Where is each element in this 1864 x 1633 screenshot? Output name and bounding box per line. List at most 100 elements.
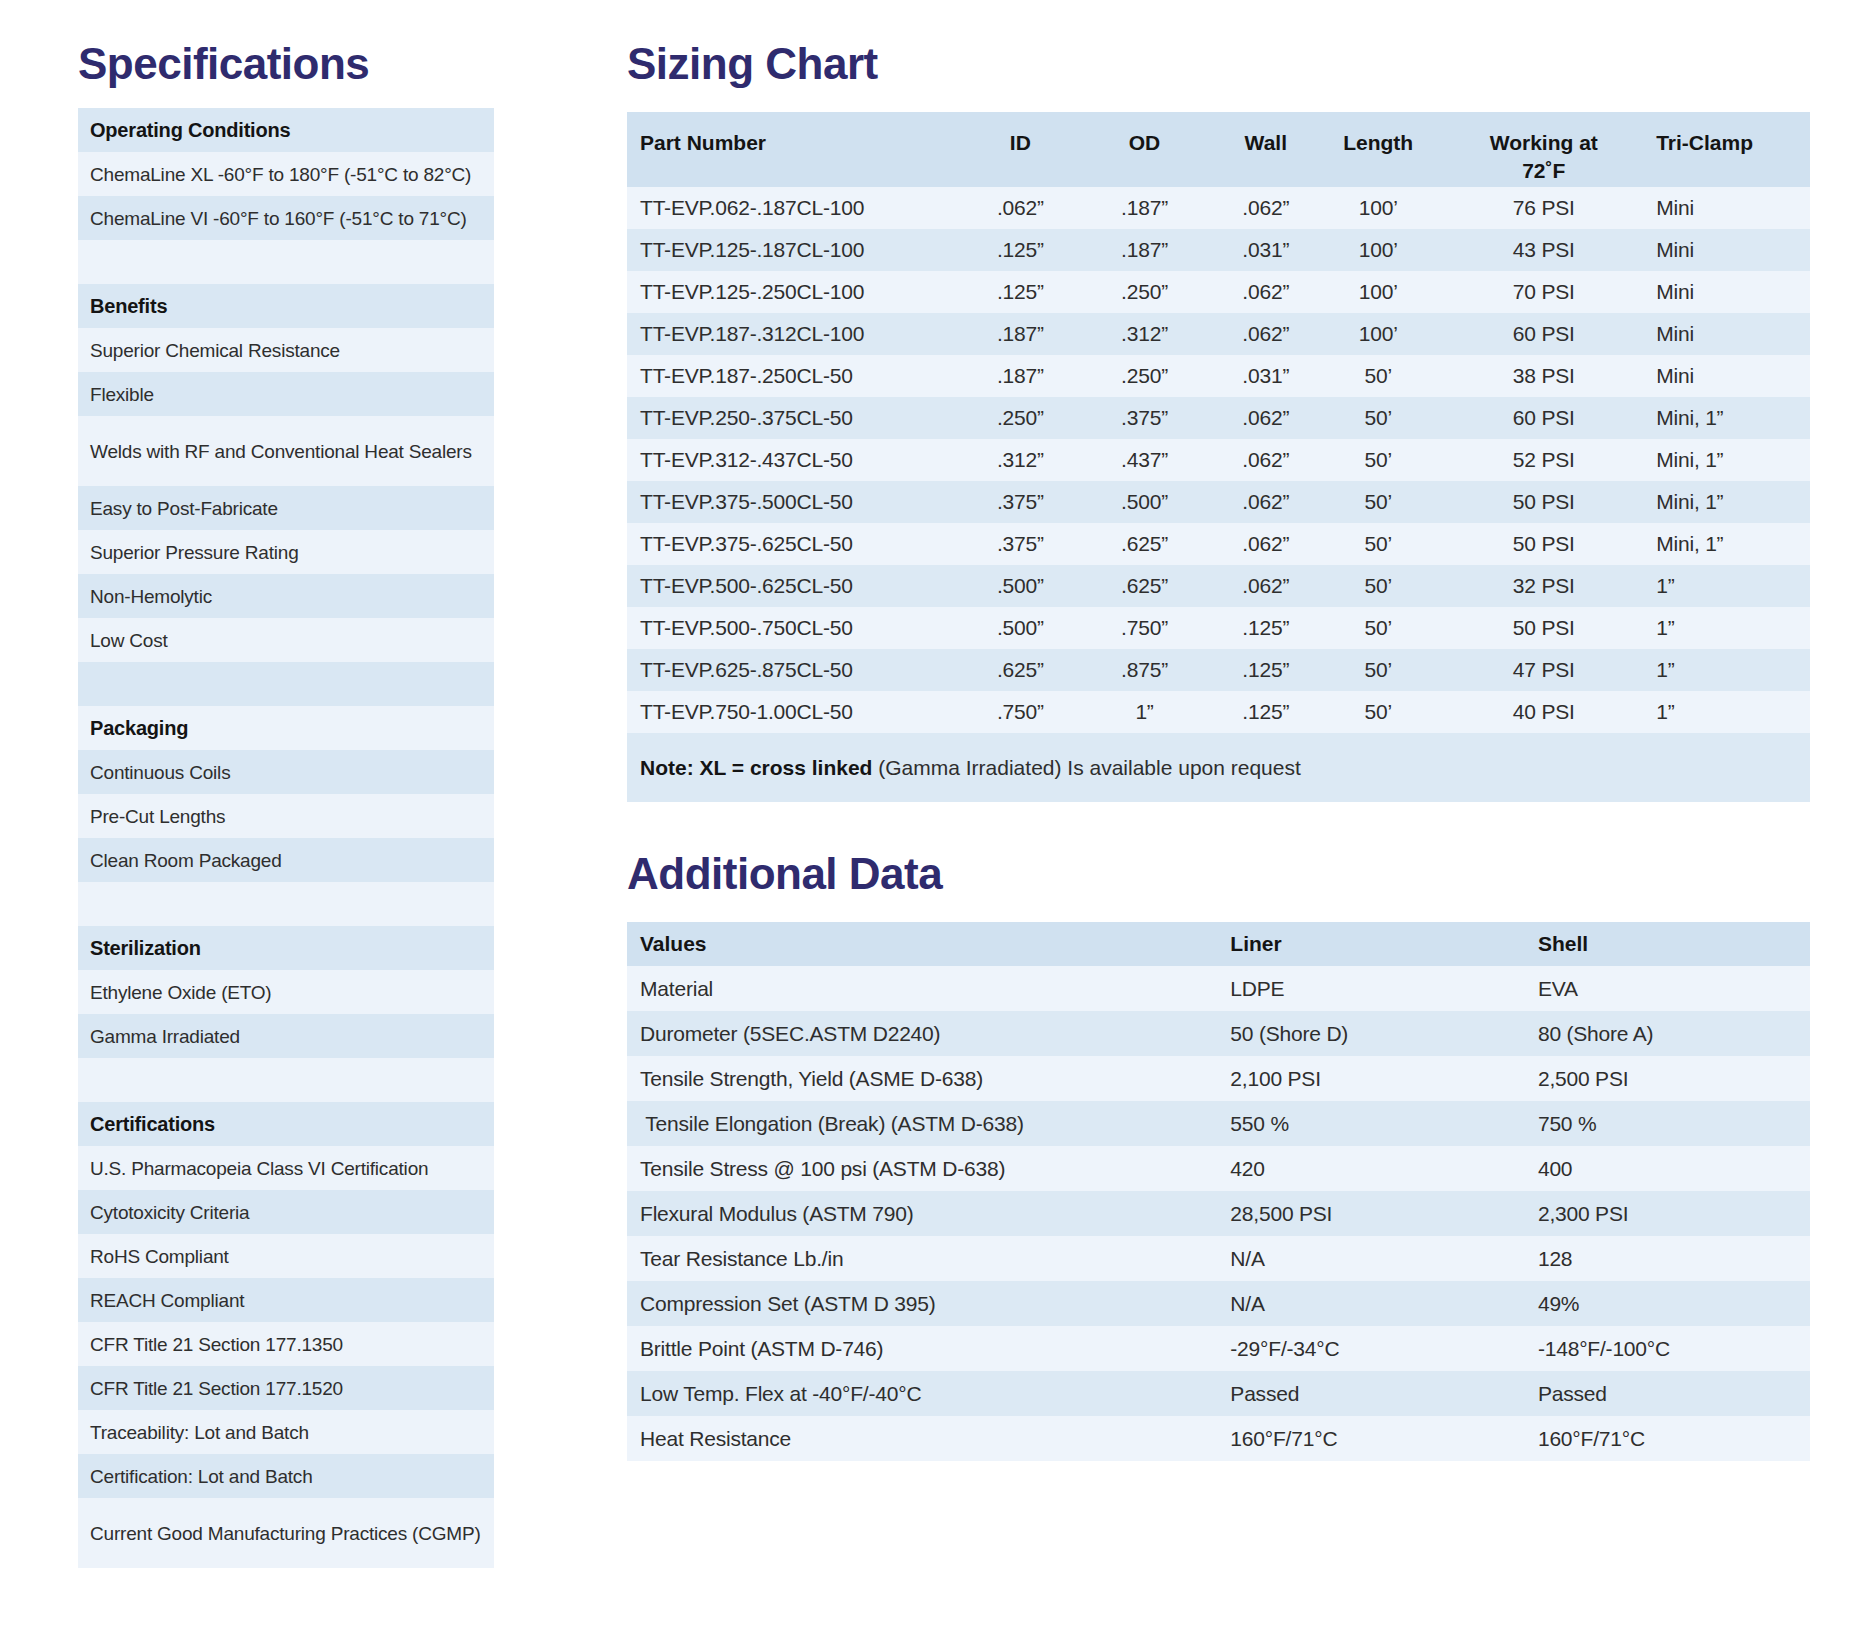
sizing-table-row: TT-EVP.125-.187CL-100.125”.187”.031”100’… <box>627 229 1810 271</box>
additional-cell-shell: 750 % <box>1538 1112 1810 1136</box>
spec-section-header-row: Certifications <box>78 1102 494 1146</box>
additional-cell-values: Tensile Stress @ 100 psi (ASTM D-638) <box>627 1157 1230 1181</box>
additional-cell-shell: 80 (Shore A) <box>1538 1022 1810 1046</box>
additional-data-header-row: Values Liner Shell <box>627 922 1810 966</box>
additional-cell-liner: LDPE <box>1230 977 1538 1001</box>
sizing-cell-tri-clamp: Mini <box>1656 238 1810 262</box>
spec-item-row: Superior Chemical Resistance <box>78 328 494 372</box>
spec-section-header-row: Sterilization <box>78 926 494 970</box>
sizing-cell-id: .375” <box>958 490 1082 514</box>
additional-col-values: Values <box>627 932 1230 956</box>
sizing-table-row: TT-EVP.625-.875CL-50.625”.875”.125”50’47… <box>627 649 1810 691</box>
sizing-cell-od: .312” <box>1082 322 1206 346</box>
sizing-cell-id: .500” <box>958 574 1082 598</box>
sizing-cell-working-at-72f: 60 PSI <box>1431 406 1656 430</box>
spec-item-label: Non-Hemolytic <box>78 584 222 609</box>
spec-item-row: U.S. Pharmacopeia Class VI Certification <box>78 1146 494 1190</box>
additional-table-row: Brittle Point (ASTM D-746)-29°F/-34°C-14… <box>627 1326 1810 1371</box>
sizing-cell-length: 100’ <box>1325 238 1431 262</box>
additional-table-row: Tear Resistance Lb./inN/A128 <box>627 1236 1810 1281</box>
sizing-table-row: TT-EVP.500-.750CL-50.500”.750”.125”50’50… <box>627 607 1810 649</box>
sizing-cell-working-at-72f: 47 PSI <box>1431 658 1656 682</box>
additional-table-body: MaterialLDPEEVADurometer (5SEC.ASTM D224… <box>627 966 1810 1461</box>
sizing-cell-working-at-72f: 70 PSI <box>1431 280 1656 304</box>
sizing-cell-tri-clamp: Mini <box>1656 322 1810 346</box>
spec-section-header-row: Packaging <box>78 706 494 750</box>
additional-cell-shell: -148°F/-100°C <box>1538 1337 1810 1361</box>
spec-item-row: Easy to Post-Fabricate <box>78 486 494 530</box>
additional-cell-values: Brittle Point (ASTM D-746) <box>627 1337 1230 1361</box>
sizing-col-length: Length <box>1325 112 1431 187</box>
sizing-cell-tri-clamp: Mini, 1” <box>1656 490 1810 514</box>
additional-cell-shell: 400 <box>1538 1157 1810 1181</box>
sizing-cell-wall: .062” <box>1207 322 1325 346</box>
sizing-cell-working-at-72f: 50 PSI <box>1431 490 1656 514</box>
sizing-table-row: TT-EVP.312-.437CL-50.312”.437”.062”50’52… <box>627 439 1810 481</box>
additional-table-row: Tensile Elongation (Break) (ASTM D-638)5… <box>627 1101 1810 1146</box>
spec-item-label: Easy to Post-Fabricate <box>78 496 288 521</box>
sizing-cell-working-at-72f: 50 PSI <box>1431 532 1656 556</box>
spec-section-header-row: Operating Conditions <box>78 108 494 152</box>
spec-item-label: Ethylene Oxide (ETO) <box>78 980 282 1005</box>
spec-item-row: Clean Room Packaged <box>78 838 494 882</box>
sizing-cell-wall: .062” <box>1207 196 1325 220</box>
spec-section-title: Sterilization <box>78 936 211 961</box>
spec-item-row: CFR Title 21 Section 177.1350 <box>78 1322 494 1366</box>
additional-table-row: Tensile Strength, Yield (ASME D-638)2,10… <box>627 1056 1810 1101</box>
sizing-cell-od: 1” <box>1082 700 1206 724</box>
sizing-cell-od: .187” <box>1082 238 1206 262</box>
sizing-cell-part-number: TT-EVP.375-.625CL-50 <box>627 532 958 556</box>
spec-item-row: Low Cost <box>78 618 494 662</box>
additional-col-shell: Shell <box>1538 932 1810 956</box>
sizing-cell-working-at-72f: 50 PSI <box>1431 616 1656 640</box>
sizing-cell-length: 50’ <box>1325 448 1431 472</box>
sizing-cell-wall: .062” <box>1207 406 1325 430</box>
spec-item-label: Superior Chemical Resistance <box>78 338 350 363</box>
sizing-cell-part-number: TT-EVP.187-.250CL-50 <box>627 364 958 388</box>
additional-data-table: Values Liner Shell MaterialLDPEEVADurome… <box>627 922 1810 1461</box>
additional-data-title: Additional Data <box>627 850 942 898</box>
sizing-cell-od: .500” <box>1082 490 1206 514</box>
additional-cell-liner: N/A <box>1230 1292 1538 1316</box>
sizing-cell-length: 100’ <box>1325 196 1431 220</box>
sizing-cell-working-at-72f: 60 PSI <box>1431 322 1656 346</box>
spec-item-row: Welds with RF and Conventional Heat Seal… <box>78 416 494 486</box>
sizing-cell-wall: .031” <box>1207 364 1325 388</box>
spec-item-label: Continuous Coils <box>78 760 240 785</box>
additional-cell-shell: 2,300 PSI <box>1538 1202 1810 1226</box>
spec-item-row: Gamma Irradiated <box>78 1014 494 1058</box>
sizing-cell-working-at-72f: 40 PSI <box>1431 700 1656 724</box>
additional-cell-liner: Passed <box>1230 1382 1538 1406</box>
sizing-cell-id: .187” <box>958 322 1082 346</box>
spec-item-label: RoHS Compliant <box>78 1244 239 1269</box>
sizing-col-working-at-72f: Working at 72˚F <box>1431 112 1656 187</box>
sizing-cell-length: 50’ <box>1325 406 1431 430</box>
sizing-cell-od: .250” <box>1082 364 1206 388</box>
additional-cell-values: Flexural Modulus (ASTM 790) <box>627 1202 1230 1226</box>
sizing-cell-tri-clamp: Mini <box>1656 364 1810 388</box>
sizing-table-row: TT-EVP.500-.625CL-50.500”.625”.062”50’32… <box>627 565 1810 607</box>
additional-cell-values: Compression Set (ASTM D 395) <box>627 1292 1230 1316</box>
additional-cell-shell: 160°F/71°C <box>1538 1427 1810 1451</box>
spec-item-label: ChemaLine XL -60°F to 180°F (-51°C to 82… <box>78 162 481 187</box>
sizing-cell-working-at-72f: 43 PSI <box>1431 238 1656 262</box>
sizing-cell-length: 50’ <box>1325 574 1431 598</box>
sizing-cell-od: .750” <box>1082 616 1206 640</box>
sizing-table-row: TT-EVP.062-.187CL-100.062”.187”.062”100’… <box>627 187 1810 229</box>
sizing-cell-wall: .062” <box>1207 532 1325 556</box>
spec-section-header-row: Benefits <box>78 284 494 328</box>
additional-cell-liner: N/A <box>1230 1247 1538 1271</box>
sizing-cell-working-at-72f: 38 PSI <box>1431 364 1656 388</box>
additional-table-row: Low Temp. Flex at -40°F/-40°CPassedPasse… <box>627 1371 1810 1416</box>
sizing-cell-od: .187” <box>1082 196 1206 220</box>
additional-cell-shell: Passed <box>1538 1382 1810 1406</box>
sizing-cell-tri-clamp: 1” <box>1656 658 1810 682</box>
sizing-cell-od: .437” <box>1082 448 1206 472</box>
sizing-cell-part-number: TT-EVP.187-.312CL-100 <box>627 322 958 346</box>
additional-cell-values: Tear Resistance Lb./in <box>627 1247 1230 1271</box>
sizing-cell-od: .375” <box>1082 406 1206 430</box>
datasheet-page: Specifications Operating ConditionsChema… <box>0 0 1864 1633</box>
sizing-cell-id: .062” <box>958 196 1082 220</box>
additional-col-liner: Liner <box>1230 932 1538 956</box>
sizing-cell-tri-clamp: Mini, 1” <box>1656 406 1810 430</box>
